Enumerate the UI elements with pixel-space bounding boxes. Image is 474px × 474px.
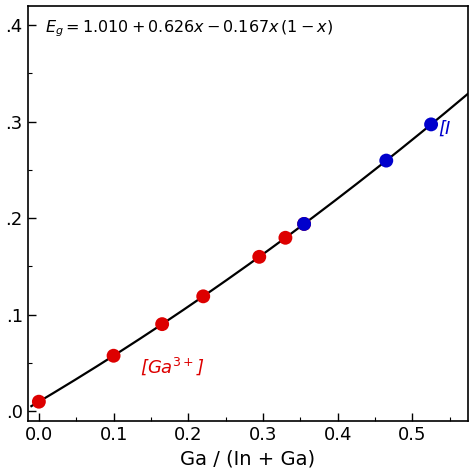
Point	[282, 234, 289, 242]
Text: $E_g = 1.010 + 0.626x - 0.167x\,(1-x)$: $E_g = 1.010 + 0.626x - 0.167x\,(1-x)$	[46, 18, 333, 38]
Point	[158, 320, 166, 328]
X-axis label: Ga / (In + Ga): Ga / (In + Ga)	[181, 449, 316, 468]
Text: [I: [I	[438, 119, 451, 137]
Point	[110, 352, 118, 360]
Point	[383, 157, 390, 164]
Point	[301, 220, 308, 228]
Point	[200, 292, 207, 300]
Text: [Ga$^{3+}$]: [Ga$^{3+}$]	[140, 356, 204, 377]
Point	[35, 398, 43, 405]
Point	[427, 120, 435, 128]
Point	[255, 253, 263, 261]
Point	[301, 220, 308, 228]
